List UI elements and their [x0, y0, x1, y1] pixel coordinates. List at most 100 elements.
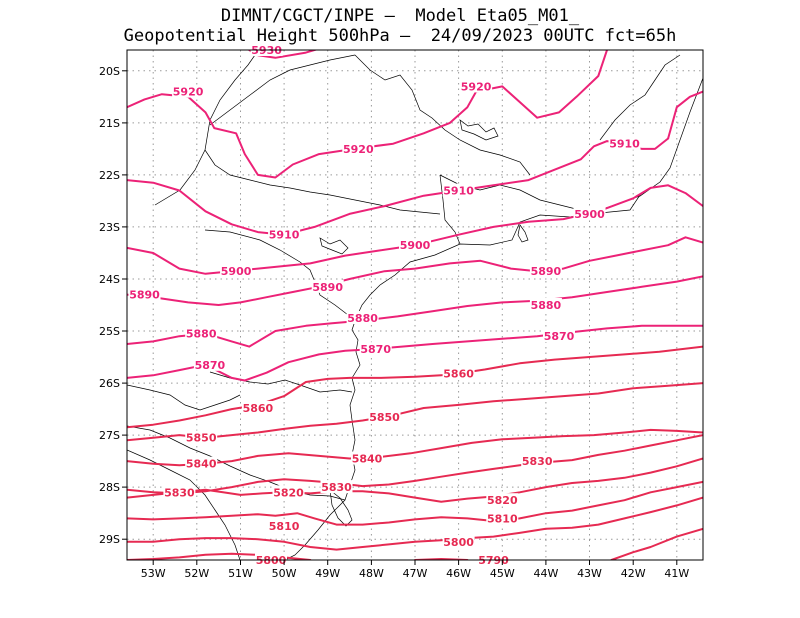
lon-tick-label: 49W [315, 567, 340, 580]
longitude-axis: 53W 52W 51W 50W 49W 48W 47W 46W 45W 44W 43W 42W 41W [141, 560, 689, 580]
contour-label: 5890 [312, 281, 343, 294]
contour-label-background [521, 454, 554, 468]
contour-label: 5830 [321, 481, 352, 494]
lon-tick-label: 41W [664, 567, 689, 580]
contour-label: 5910 [443, 185, 474, 198]
guanabara-bay [517, 224, 529, 243]
contour-label: 5840 [352, 453, 383, 466]
contour-label: 5870 [195, 359, 226, 372]
lon-tick-label: 45W [490, 567, 515, 580]
contour-label-background [128, 287, 161, 301]
contour-label-background [193, 357, 226, 371]
contour-label: 5900 [400, 239, 431, 252]
lat-tick-label: 24S [99, 273, 120, 286]
lat-tick-label: 23S [99, 221, 120, 234]
contour-label: 5860 [243, 402, 274, 415]
contour-label: 5920 [343, 143, 374, 156]
lon-tick-label: 42W [621, 567, 646, 580]
contour-label: 5880 [186, 328, 217, 341]
contour-label: 5810 [487, 512, 518, 525]
contour-label: 5880 [531, 299, 562, 312]
furnas-reservoir [459, 119, 499, 141]
contour-label: 5830 [522, 455, 553, 468]
contour-label: 5900 [574, 208, 605, 221]
contour-label-background [342, 141, 375, 155]
contour-label-background [241, 401, 274, 414]
lon-tick-label: 52W [184, 567, 209, 580]
contour-label-background [529, 264, 562, 278]
contour-label-background [311, 279, 344, 293]
contour-5890 [127, 236, 703, 306]
contour-5800 [127, 496, 703, 551]
contour-label-background [359, 342, 392, 356]
map-title-line-1: DIMNT/CGCT/INPE – Model Eta05_M01_ [220, 6, 580, 26]
latitude-axis: 20S 21S 22S 23S 24S 25S 26S 27S 28S 29S [99, 65, 127, 546]
lon-tick-label: 51W [228, 567, 253, 580]
lon-tick-label: 43W [577, 567, 602, 580]
contour-5810 [127, 480, 703, 526]
contour-label-background [368, 409, 401, 423]
lagoon-dos-patos [329, 489, 353, 527]
contour-labels: 5930592059205920591059105910590059005900… [128, 43, 641, 567]
contour-label-background [320, 480, 353, 494]
contour-label-background [486, 493, 519, 507]
state-border-ms-sp [204, 149, 441, 215]
contour-label-background [185, 430, 218, 444]
lon-tick-label: 53W [141, 567, 166, 580]
lon-tick-label: 44W [533, 567, 558, 580]
contour-label: 5800 [443, 536, 474, 549]
itaipu-reservoir [319, 237, 349, 255]
contour-label-background [573, 206, 606, 220]
contour-label-background [185, 456, 218, 470]
contour-label: 5880 [347, 312, 378, 325]
contour-5830 [127, 434, 703, 495]
lat-lon-grid [127, 50, 703, 560]
contour-label-background [346, 311, 379, 324]
lon-tick-label: 47W [403, 567, 428, 580]
state-border-pr-sc [209, 371, 353, 393]
lat-tick-label: 25S [99, 325, 120, 338]
state-border-sp-mg [354, 54, 531, 176]
lat-tick-label: 21S [99, 117, 120, 130]
lon-tick-label: 48W [359, 567, 384, 580]
contour-label-background [272, 485, 305, 499]
lat-tick-label: 20S [99, 65, 120, 78]
contour-label-background [608, 136, 641, 150]
contour-label-background [172, 84, 205, 98]
lon-tick-label: 46W [446, 567, 471, 580]
contour-label: 5860 [443, 368, 474, 381]
contour-label-background [442, 366, 475, 380]
contour-label: 5820 [487, 494, 518, 507]
contour-label-background [268, 227, 301, 241]
contour-label: 5820 [273, 486, 304, 499]
contour-label-background [486, 511, 519, 525]
state-border-mg-es [599, 54, 681, 141]
contour-label-background [529, 298, 562, 311]
contour-label: 5840 [186, 458, 217, 471]
state-border-mg-go [209, 54, 356, 126]
contour-label: 5900 [221, 265, 252, 278]
contour-label: 5830 [164, 486, 195, 499]
contour-label-background [351, 451, 383, 465]
argentina-border [127, 449, 241, 560]
contour-label-background [543, 329, 575, 343]
lon-tick-label: 50W [272, 567, 297, 580]
lat-tick-label: 22S [99, 169, 120, 182]
lat-tick-label: 28S [99, 481, 120, 494]
contour-label-background [185, 326, 218, 340]
map-title-line-2: Geopotential Height 500hPa – 24/09/2023 … [123, 26, 677, 46]
state-border-sp-pr [204, 229, 353, 319]
contour-label-background [399, 238, 431, 252]
contour-label-background [163, 485, 196, 499]
contour-label: 5920 [461, 80, 492, 93]
lat-tick-label: 26S [99, 377, 120, 390]
contour-label: 5850 [369, 411, 400, 424]
contour-label: 5910 [269, 229, 300, 242]
contour-label: 5890 [531, 265, 562, 278]
contour-label: 5870 [360, 343, 391, 356]
contour-label-background [460, 79, 493, 93]
contour-label: 5870 [544, 330, 575, 343]
contour-label: 5910 [609, 138, 640, 151]
contour-label-background [220, 264, 253, 278]
